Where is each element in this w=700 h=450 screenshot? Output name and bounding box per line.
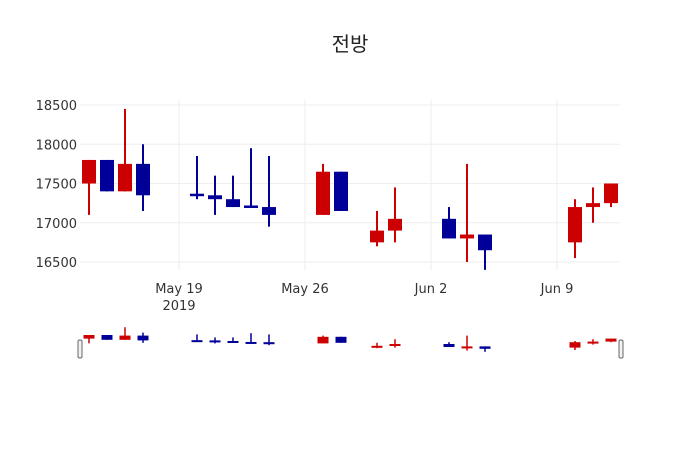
candle[interactable] [136,144,150,211]
x-tick-label: May 26 [281,282,329,297]
x-axis: May 19 2019 May 26 Jun 2 Jun 9 [155,282,573,314]
slider-candle [389,339,401,348]
y-axis: 16500 17000 17500 18000 18500 [36,99,77,271]
candle[interactable] [82,159,96,215]
x-tick-label: Jun 9 [540,282,574,297]
slider-candle [119,327,131,340]
x-tick-label: Jun 2 [414,282,448,297]
candle[interactable] [190,156,204,200]
y-tick-label: 16500 [36,256,77,271]
slider-candle [605,338,617,343]
slider-candle [569,341,581,350]
slider-candle [461,335,473,351]
x-tick-year: 2019 [162,299,195,314]
slider-candle [209,337,221,344]
candle[interactable] [586,187,600,223]
slider-candle [245,333,257,344]
candle[interactable] [118,108,132,192]
candle[interactable] [604,183,618,208]
candle[interactable] [316,163,330,215]
range-slider [77,327,624,359]
candle[interactable] [460,163,474,262]
gridlines [80,100,620,270]
candle[interactable] [388,187,402,243]
candle[interactable] [334,171,348,211]
candle[interactable] [370,210,384,247]
candle[interactable] [208,175,222,215]
slider-candle [137,332,149,343]
slider-candle [83,335,95,344]
slider-candle [101,335,113,340]
candle[interactable] [226,175,240,208]
slider-candle [443,342,455,347]
candle[interactable] [244,148,258,208]
candle[interactable] [568,199,582,259]
y-tick-label: 17000 [36,217,77,232]
slider-candle [263,334,275,346]
slider-candle [479,346,491,352]
candles [82,108,618,270]
range-slider-left-handle[interactable] [77,339,83,359]
slider-candle [317,335,329,344]
y-tick-label: 18500 [36,99,77,114]
range-slider-right-handle[interactable] [618,339,624,359]
slider-candle [371,342,383,349]
candle[interactable] [100,159,114,192]
candle[interactable] [442,207,456,239]
chart-title: 전방 [331,32,369,56]
slider-candle [587,339,599,345]
x-tick-label: May 19 [155,282,203,297]
slider-candle [191,334,203,343]
slider-candle [227,337,239,343]
candle[interactable] [478,234,492,270]
candle[interactable] [262,156,276,227]
y-tick-label: 18000 [36,138,77,153]
y-tick-label: 17500 [36,178,77,193]
slider-candle [335,336,347,343]
